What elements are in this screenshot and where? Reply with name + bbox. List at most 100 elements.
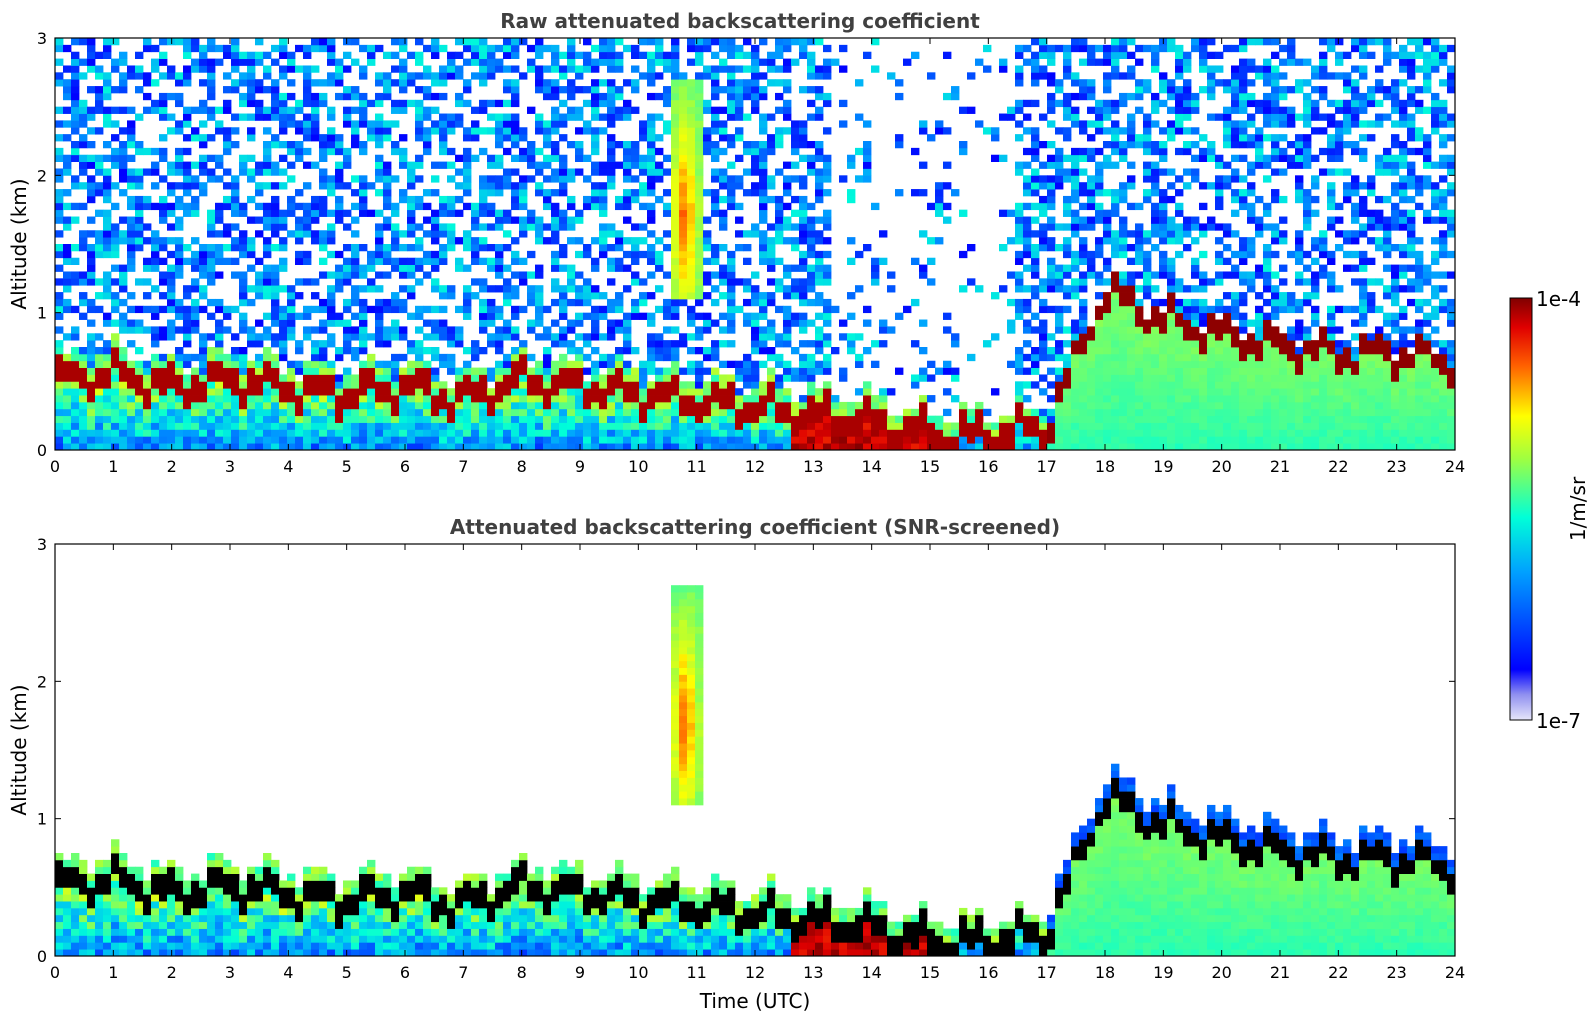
heatmap-cell bbox=[1127, 257, 1136, 265]
heatmap-cell bbox=[1151, 202, 1160, 211]
heatmap-cell bbox=[271, 161, 280, 169]
heatmap-cell bbox=[583, 395, 592, 403]
heatmap-cell bbox=[271, 168, 280, 176]
heatmap-cell bbox=[1015, 278, 1024, 286]
heatmap-cell bbox=[855, 443, 864, 451]
heatmap-cell bbox=[399, 257, 408, 265]
heatmap-cell bbox=[607, 408, 616, 417]
heatmap-cell bbox=[1111, 395, 1120, 403]
heatmap-cell bbox=[1159, 99, 1168, 108]
heatmap-cell bbox=[1079, 154, 1088, 162]
heatmap-cell bbox=[575, 237, 584, 245]
heatmap-cell bbox=[743, 257, 752, 265]
heatmap-cell bbox=[495, 367, 504, 375]
heatmap-cell bbox=[503, 230, 512, 238]
heatmap-cell bbox=[55, 436, 64, 444]
heatmap-cell bbox=[95, 367, 104, 375]
heatmap-cell bbox=[127, 305, 136, 314]
heatmap-cell bbox=[231, 175, 240, 183]
heatmap-cell bbox=[887, 285, 896, 293]
heatmap-cell bbox=[263, 161, 272, 169]
heatmap-cell bbox=[1111, 292, 1120, 300]
heatmap-cell bbox=[143, 415, 152, 423]
heatmap-cell bbox=[263, 312, 272, 320]
heatmap-cell bbox=[431, 79, 440, 87]
heatmap-cell bbox=[191, 134, 200, 142]
heatmap-cell bbox=[743, 244, 752, 252]
heatmap-cell bbox=[191, 422, 200, 430]
heatmap-cell bbox=[55, 79, 64, 87]
heatmap-cell bbox=[567, 38, 576, 46]
heatmap-cell bbox=[1175, 209, 1184, 217]
heatmap-cell bbox=[599, 237, 608, 245]
heatmap-cell bbox=[263, 436, 272, 444]
heatmap-cell bbox=[103, 154, 112, 162]
heatmap-cell bbox=[727, 257, 736, 265]
heatmap-cell bbox=[575, 367, 584, 375]
heatmap-cell bbox=[783, 161, 792, 169]
heatmap-cell bbox=[159, 429, 168, 437]
heatmap-cell bbox=[1111, 401, 1120, 410]
heatmap-cell bbox=[199, 79, 208, 87]
heatmap-cell bbox=[135, 72, 144, 80]
heatmap-cell bbox=[1047, 285, 1056, 293]
heatmap-cell bbox=[479, 429, 488, 437]
heatmap-cell bbox=[543, 408, 552, 417]
heatmap-cell bbox=[751, 408, 760, 417]
heatmap-cell bbox=[743, 147, 752, 156]
heatmap-cell bbox=[567, 86, 576, 94]
heatmap-cell bbox=[791, 120, 800, 128]
heatmap-cell bbox=[111, 347, 120, 355]
heatmap-cell bbox=[495, 285, 504, 293]
heatmap-cell bbox=[287, 175, 296, 183]
heatmap-cell bbox=[71, 415, 80, 423]
heatmap-cell bbox=[135, 443, 144, 451]
heatmap-cell bbox=[1119, 319, 1128, 327]
heatmap-cell bbox=[1175, 147, 1184, 156]
heatmap-cell bbox=[447, 127, 456, 135]
heatmap-cell bbox=[375, 388, 384, 396]
heatmap-cell bbox=[343, 92, 352, 101]
heatmap-cell bbox=[575, 168, 584, 176]
heatmap-cell bbox=[655, 195, 664, 204]
heatmap-cell bbox=[311, 292, 320, 300]
heatmap-cell bbox=[463, 182, 472, 190]
heatmap-cell bbox=[711, 401, 720, 410]
heatmap-cell bbox=[1135, 340, 1144, 348]
heatmap-cell bbox=[583, 333, 592, 341]
heatmap-cell bbox=[607, 244, 616, 252]
heatmap-cell bbox=[1023, 182, 1032, 190]
heatmap-cell bbox=[471, 202, 480, 211]
heatmap-cell bbox=[1063, 381, 1072, 389]
heatmap-cell bbox=[87, 401, 96, 410]
heatmap-cell bbox=[63, 271, 72, 279]
heatmap-cell bbox=[623, 436, 632, 444]
heatmap-cell bbox=[575, 113, 584, 121]
heatmap-cell bbox=[343, 182, 352, 190]
heatmap-cell bbox=[1039, 388, 1048, 396]
heatmap-cell bbox=[631, 436, 640, 444]
heatmap-cell bbox=[407, 216, 416, 224]
heatmap-cell bbox=[775, 408, 784, 417]
heatmap-cell bbox=[663, 244, 672, 252]
heatmap-cell bbox=[255, 51, 264, 59]
heatmap-cell bbox=[863, 161, 872, 169]
heatmap-cell bbox=[1031, 182, 1040, 190]
heatmap-cell bbox=[1151, 216, 1160, 224]
heatmap-cell bbox=[1079, 92, 1088, 101]
heatmap-cell bbox=[431, 127, 440, 135]
heatmap-cell bbox=[375, 44, 384, 53]
heatmap-cell bbox=[831, 422, 840, 430]
heatmap-cell bbox=[583, 415, 592, 423]
heatmap-cell bbox=[223, 367, 232, 375]
heatmap-cell bbox=[615, 257, 624, 265]
heatmap-cell bbox=[63, 436, 72, 444]
heatmap-cell bbox=[783, 202, 792, 211]
heatmap-cell bbox=[167, 189, 176, 197]
heatmap-cell bbox=[415, 353, 424, 362]
heatmap-cell bbox=[367, 44, 376, 53]
heatmap-cell bbox=[727, 38, 736, 46]
heatmap-cell bbox=[943, 443, 952, 451]
heatmap-cell bbox=[1119, 443, 1128, 451]
heatmap-cell bbox=[615, 237, 624, 245]
